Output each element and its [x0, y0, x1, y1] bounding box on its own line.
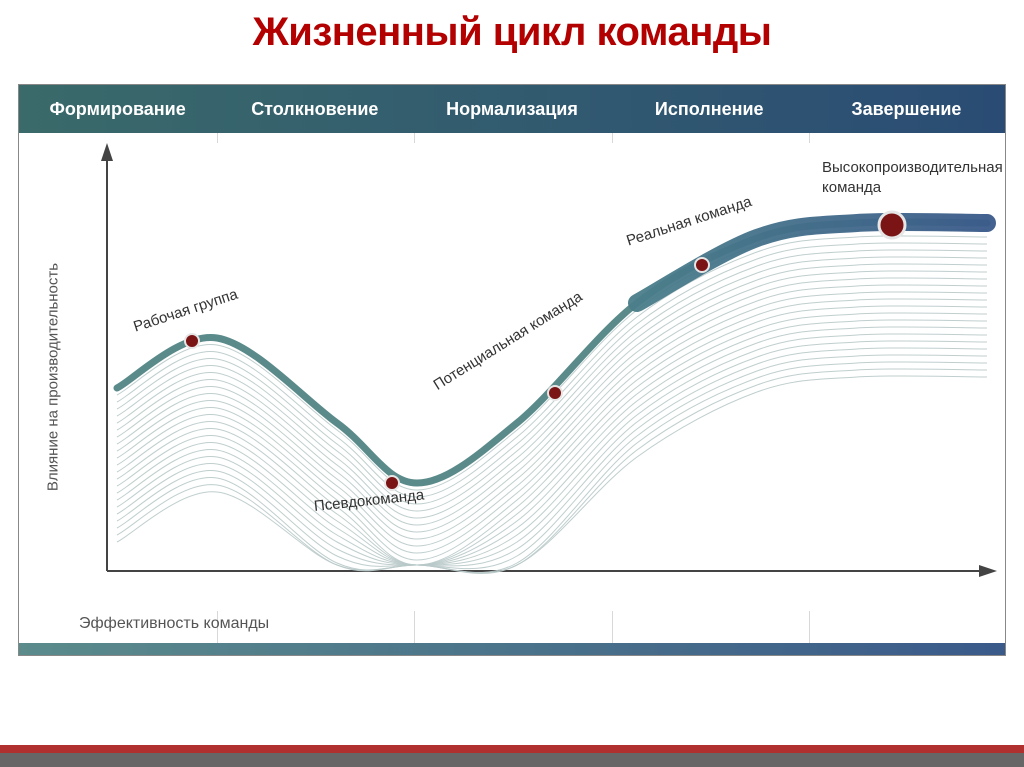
stage-adjourning: Завершение [808, 99, 1005, 120]
bottom-gradient-bar [19, 643, 1005, 655]
footer-grey [0, 753, 1024, 767]
footer-white [0, 715, 1024, 745]
x-axis-label: Эффективность команды [79, 615, 269, 633]
chart-svg [77, 143, 997, 611]
footer [0, 715, 1024, 767]
stage-storming: Столкновение [216, 99, 413, 120]
stage-norming: Нормализация [413, 99, 610, 120]
stage-forming: Формирование [19, 99, 216, 120]
stage-bar: Формирование Столкновение Нормализация И… [19, 85, 1005, 133]
curve-label-4: Высокопроизводительнаякоманда [822, 158, 1022, 197]
y-axis-label: Влияние на производительность [45, 263, 62, 491]
stage-performing: Исполнение [611, 99, 808, 120]
footer-red [0, 745, 1024, 753]
slide-title: Жизненный цикл команды [0, 10, 1024, 55]
chart-frame: Формирование Столкновение Нормализация И… [18, 84, 1006, 656]
plot-area: Влияние на производительность Рабочая гр… [77, 143, 997, 611]
